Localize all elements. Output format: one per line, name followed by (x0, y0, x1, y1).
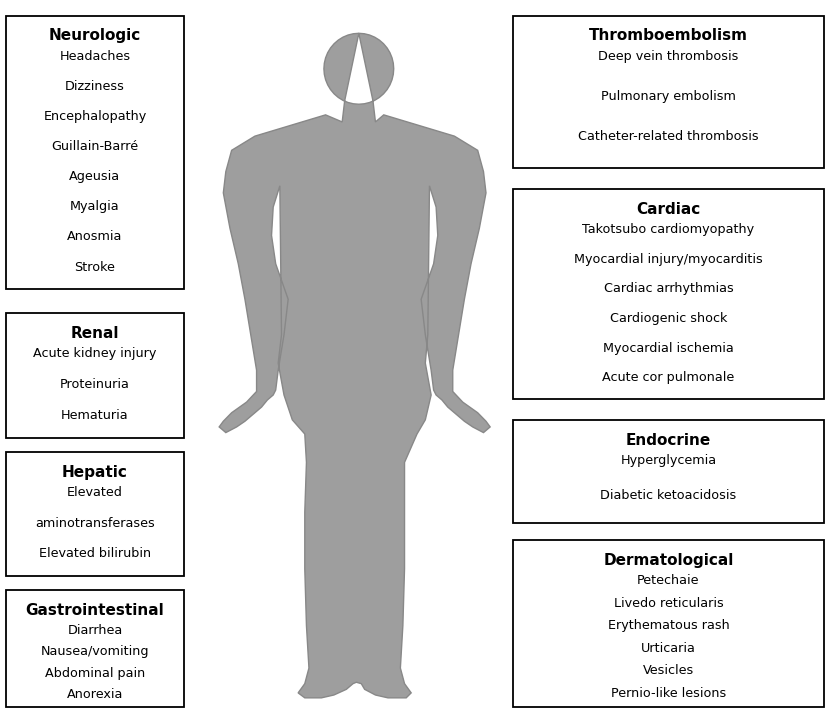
FancyBboxPatch shape (513, 420, 824, 523)
FancyBboxPatch shape (6, 16, 184, 288)
Text: Abdominal pain: Abdominal pain (45, 666, 145, 680)
Text: Pulmonary embolism: Pulmonary embolism (601, 90, 736, 103)
Text: Cardiac: Cardiac (636, 202, 701, 217)
Text: Dermatological: Dermatological (603, 553, 734, 568)
Text: Acute cor pulmonale: Acute cor pulmonale (602, 371, 735, 384)
Text: Endocrine: Endocrine (626, 433, 711, 448)
Text: Myocardial ischemia: Myocardial ischemia (603, 342, 734, 355)
Text: Myalgia: Myalgia (70, 200, 120, 214)
FancyBboxPatch shape (6, 451, 184, 576)
Text: aminotransferases: aminotransferases (35, 516, 155, 530)
Text: Vesicles: Vesicles (643, 664, 694, 677)
FancyBboxPatch shape (6, 590, 184, 707)
FancyBboxPatch shape (513, 540, 824, 707)
Text: Acute kidney injury: Acute kidney injury (33, 347, 157, 360)
Text: Urticaria: Urticaria (641, 642, 696, 655)
FancyBboxPatch shape (6, 313, 184, 438)
Text: Diarrhea: Diarrhea (68, 624, 123, 637)
Text: Renal: Renal (71, 326, 119, 341)
Polygon shape (219, 33, 490, 698)
Text: Elevated: Elevated (67, 486, 123, 499)
Text: Catheter-related thrombosis: Catheter-related thrombosis (578, 130, 759, 143)
Text: Guillain-Barré: Guillain-Barré (52, 140, 138, 153)
Text: Nausea/vomiting: Nausea/vomiting (41, 645, 149, 659)
Text: Hyperglycemia: Hyperglycemia (620, 454, 716, 467)
Text: Dizziness: Dizziness (65, 80, 125, 93)
Text: Takotsubo cardiomyopathy: Takotsubo cardiomyopathy (582, 224, 755, 236)
Text: Gastrointestinal: Gastrointestinal (26, 603, 164, 618)
Text: Stroke: Stroke (74, 261, 115, 273)
Text: Thromboembolism: Thromboembolism (589, 28, 748, 43)
Text: Myocardial injury/myocarditis: Myocardial injury/myocarditis (574, 253, 763, 266)
Text: Headaches: Headaches (59, 50, 130, 63)
Text: Ageusia: Ageusia (69, 170, 120, 183)
Text: Hematuria: Hematuria (61, 409, 128, 422)
Text: Cardiac arrhythmias: Cardiac arrhythmias (604, 283, 733, 295)
Text: Proteinuria: Proteinuria (60, 378, 130, 391)
FancyBboxPatch shape (513, 16, 824, 168)
Text: Petechaie: Petechaie (637, 575, 700, 587)
Text: Hepatic: Hepatic (62, 464, 128, 479)
Text: Neurologic: Neurologic (48, 28, 141, 43)
Text: Diabetic ketoacidosis: Diabetic ketoacidosis (600, 489, 736, 503)
Text: Encephalopathy: Encephalopathy (43, 110, 147, 123)
Text: Cardiogenic shock: Cardiogenic shock (610, 312, 727, 325)
Text: Deep vein thrombosis: Deep vein thrombosis (598, 50, 739, 63)
Text: Anosmia: Anosmia (68, 231, 123, 244)
Text: Anorexia: Anorexia (67, 688, 123, 701)
Text: Livedo reticularis: Livedo reticularis (614, 597, 723, 610)
Text: Erythematous rash: Erythematous rash (608, 619, 729, 632)
FancyBboxPatch shape (513, 189, 824, 399)
Text: Pernio-like lesions: Pernio-like lesions (610, 687, 726, 700)
Text: Elevated bilirubin: Elevated bilirubin (39, 548, 151, 560)
